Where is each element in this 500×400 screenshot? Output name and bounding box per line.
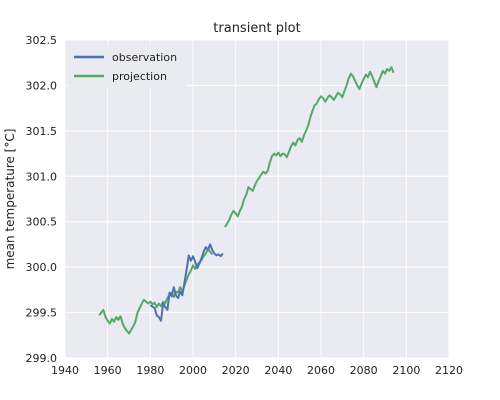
x-tick-label: 2080	[350, 364, 378, 377]
x-tick-label: 2060	[307, 364, 335, 377]
legend: observation projection	[68, 44, 186, 88]
x-tick-label: 1960	[94, 364, 122, 377]
x-tick-label: 2020	[222, 364, 250, 377]
plot-area	[65, 40, 449, 358]
legend-observation-label: observation	[112, 51, 177, 64]
legend-projection-label: projection	[112, 70, 167, 83]
x-tick-label: 2100	[392, 364, 420, 377]
y-tick-label: 299.0	[26, 352, 58, 365]
grid-lines	[64, 39, 450, 359]
y-tick-label: 301.5	[26, 125, 58, 138]
x-tick-label: 1980	[136, 364, 164, 377]
y-tick-label: 300.5	[26, 216, 58, 229]
observation-line	[149, 243, 224, 322]
y-tick-label: 301.0	[26, 170, 58, 183]
x-tick-label: 2120	[435, 364, 463, 377]
chart-title: transient plot	[213, 21, 300, 36]
x-tick-label: 1940	[51, 364, 79, 377]
y-axis-label: mean temperature [°C]	[3, 129, 17, 270]
y-tick-labels: 299.0 299.5 300.0 300.5 301.0 301.5 302.0 302.5	[26, 34, 58, 365]
y-tick-label: 299.5	[26, 307, 58, 320]
x-tick-label: 2040	[264, 364, 292, 377]
y-tick-label: 302.5	[26, 34, 58, 47]
legend-box	[68, 44, 186, 88]
projection-line-segment-2	[224, 66, 395, 228]
y-tick-label: 300.0	[26, 261, 58, 274]
x-tick-labels: 1940 1960 1980 2000 2020 2040 2060 2080 2100 2120	[51, 364, 463, 377]
x-tick-label: 2000	[179, 364, 207, 377]
series-lines	[98, 66, 395, 335]
projection-line-segment-1	[98, 247, 213, 335]
y-tick-label: 302.0	[26, 79, 58, 92]
